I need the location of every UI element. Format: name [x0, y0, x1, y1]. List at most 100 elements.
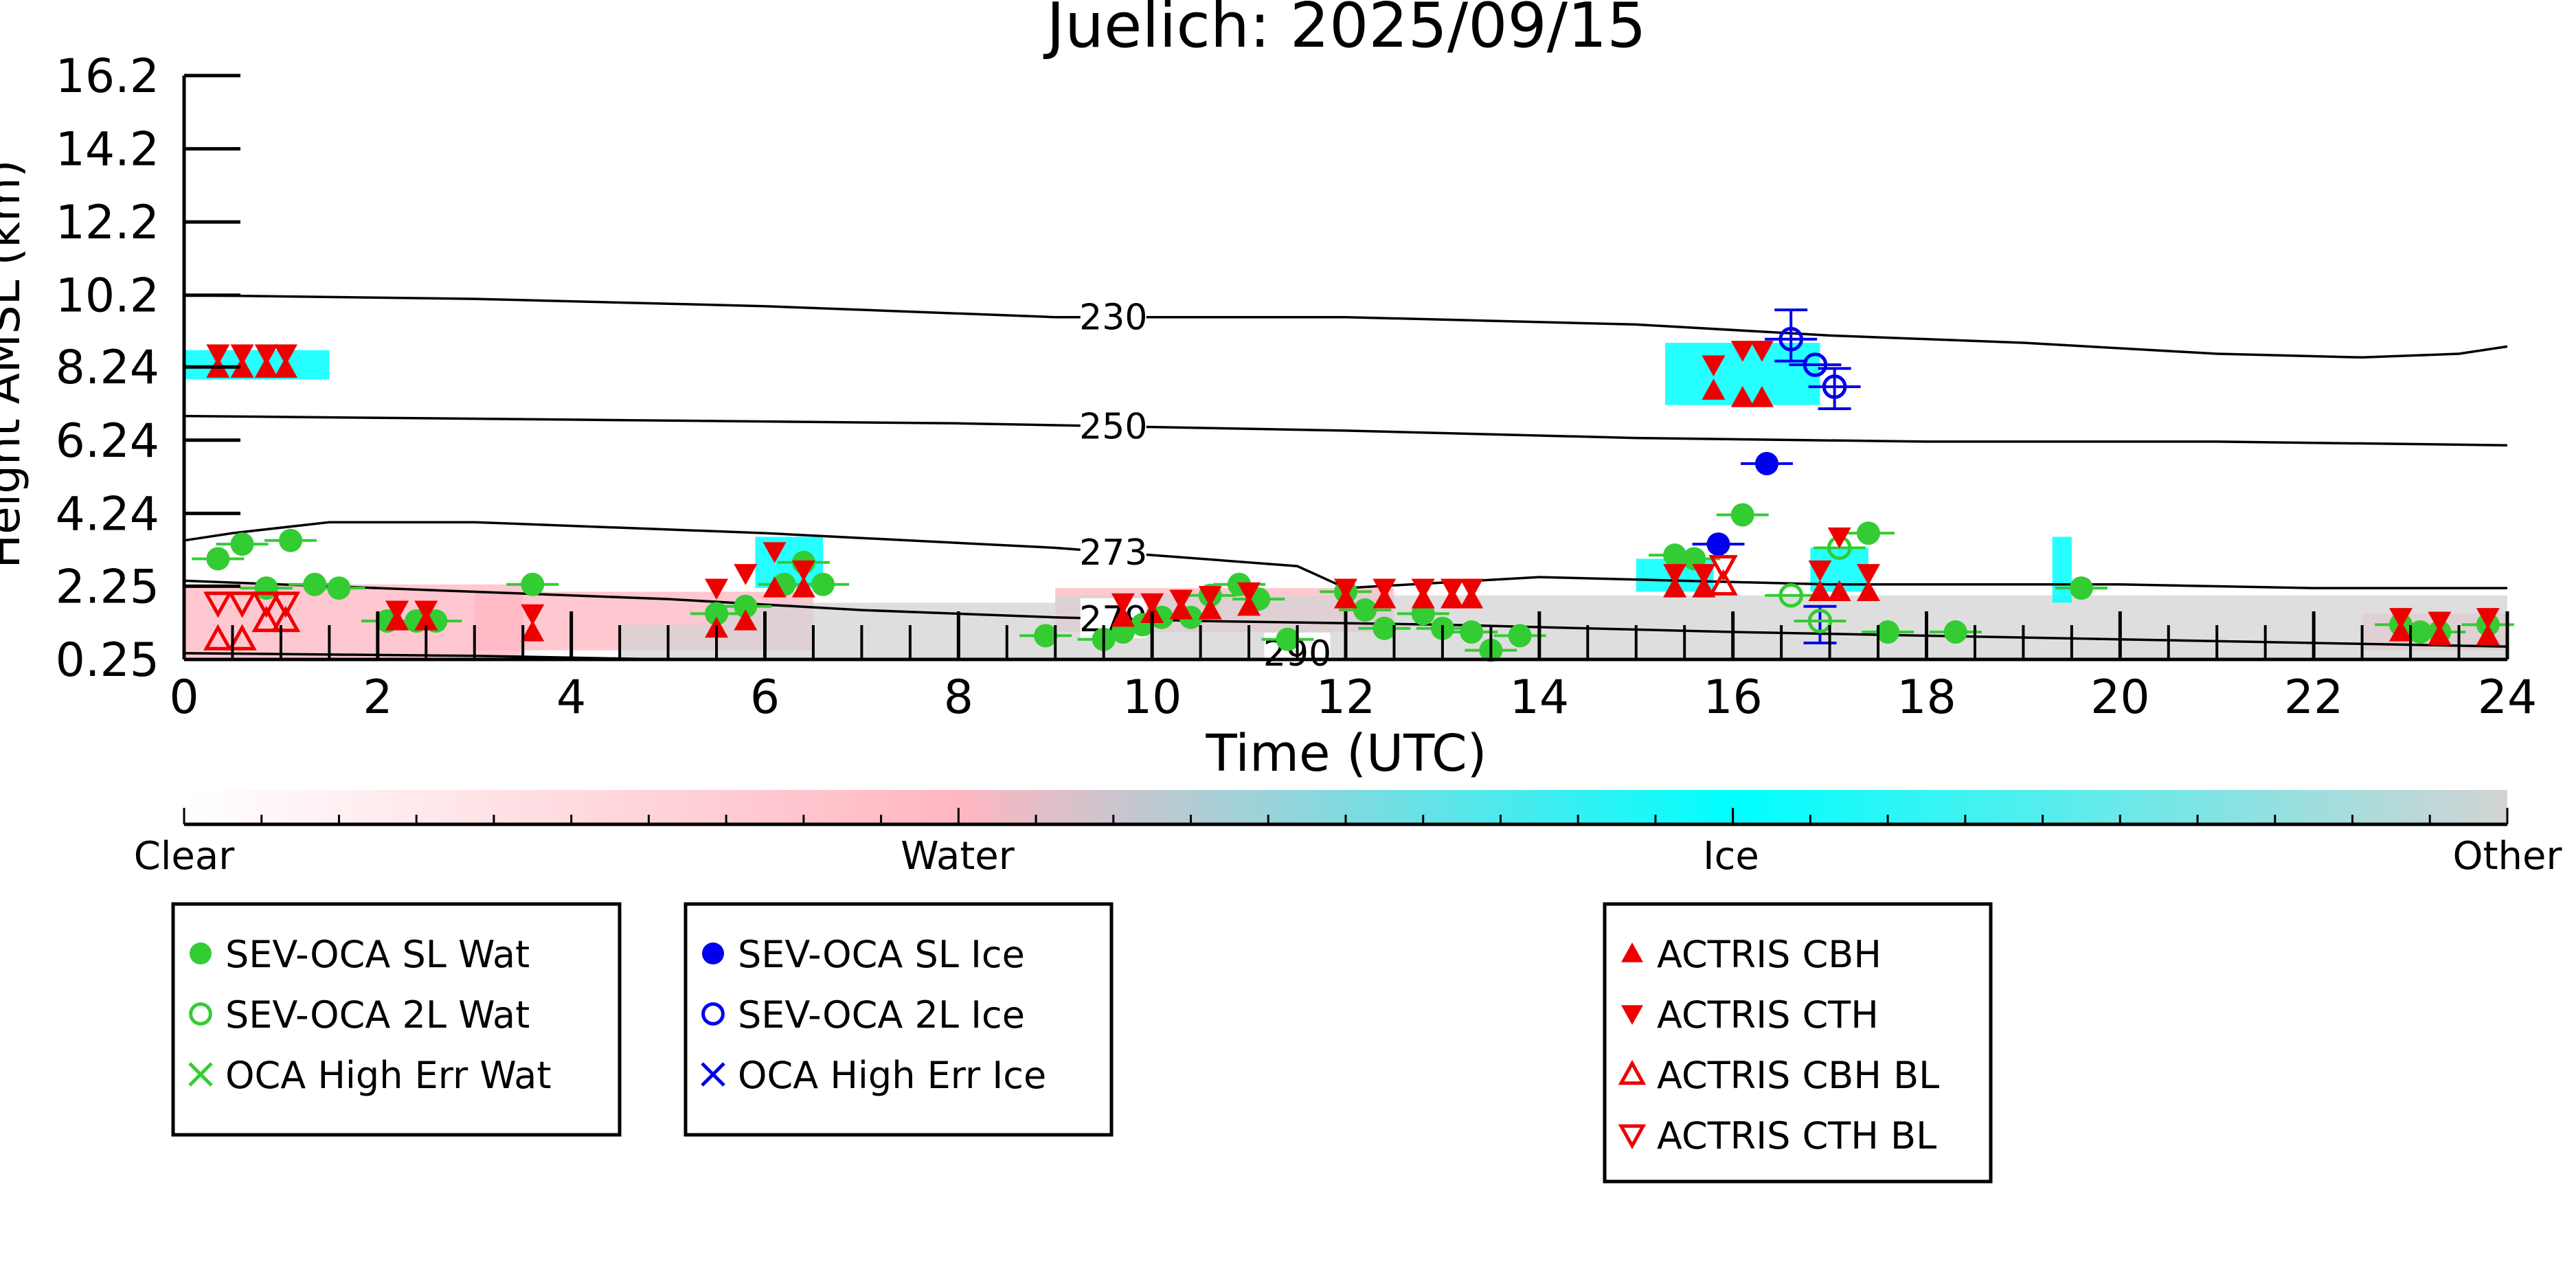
data-point [762, 542, 787, 563]
data-point [1702, 379, 1726, 400]
x-tick-label: 2 [363, 670, 392, 725]
data-point [1856, 521, 1880, 545]
data-point [227, 624, 257, 651]
legend-item-label: SEV-OCA SL Ice [738, 933, 1025, 976]
data-point [1460, 620, 1484, 644]
data-point [251, 605, 282, 633]
legend-item-label: ACTRIS CTH BL [1657, 1114, 1936, 1157]
legend-marker [1618, 1059, 1647, 1085]
data-point [206, 344, 230, 366]
y-tick-label: 8.24 [56, 341, 159, 395]
legend-item-label: ACTRIS CBH BL [1657, 1054, 1939, 1097]
isotherm-line-279 [183, 579, 2508, 648]
data-point [273, 344, 297, 366]
data-point [1708, 555, 1738, 582]
data-point [227, 591, 257, 618]
cloud-region-water [184, 584, 523, 658]
data-point [1237, 582, 1261, 604]
x-tick-label: 22 [2284, 670, 2344, 725]
data-point [1808, 580, 1832, 602]
data-point [2476, 608, 2500, 629]
x-tick-label: 0 [169, 670, 199, 725]
cloud-region-ice [2052, 536, 2072, 603]
data-point [1876, 620, 1900, 644]
legend-item-label: ACTRIS CBH [1657, 933, 1882, 976]
data-point [1730, 385, 1754, 407]
data-point [521, 604, 545, 626]
plot-area: 2302502732792900.252.254.246.248.2410.21… [56, 49, 2538, 725]
data-point [1663, 543, 1687, 567]
data-point [271, 591, 301, 618]
x-tick-label: 6 [750, 670, 780, 725]
y-tick-label: 4.24 [56, 487, 159, 541]
y-tick-label: 2.25 [56, 560, 159, 614]
data-point [1663, 576, 1687, 598]
data-point [705, 578, 729, 600]
isotherm-label-bg [1080, 405, 1146, 446]
data-point [1708, 569, 1738, 596]
data-point [2069, 576, 2093, 600]
chart-title: Juelich: 2025/09/15 [1043, 0, 1646, 62]
legend-box [171, 902, 622, 1137]
data-point [1111, 593, 1135, 615]
data-point [254, 357, 278, 378]
x-tick-label: 10 [1122, 670, 1182, 725]
legend-marker [1621, 942, 1643, 962]
data-point [1411, 578, 1435, 600]
data-point [1808, 560, 1832, 582]
data-point [2476, 624, 2500, 645]
data-point [230, 532, 254, 556]
isotherm-label-230: 230 [1079, 297, 1147, 339]
data-point [1460, 578, 1484, 600]
colorbar-label-other: Other [2452, 834, 2562, 879]
isotherm-label-250: 250 [1079, 407, 1147, 448]
data-point [1803, 352, 1828, 377]
data-point [1827, 580, 1851, 602]
data-point [1778, 583, 1804, 608]
data-point [327, 576, 351, 600]
y-tick-label: 16.2 [56, 49, 159, 104]
y-axis-label: Height AMSL (km) [0, 160, 30, 569]
x-axis-label: Time (UTC) [1205, 724, 1487, 783]
colorbar-label-clear: Clear [134, 834, 235, 879]
legend-item-label: ACTRIS CTH [1657, 993, 1879, 1037]
data-point [254, 344, 278, 366]
data-point [414, 600, 438, 622]
data-point [1169, 589, 1193, 611]
x-tick-label: 8 [944, 670, 973, 725]
data-point [279, 528, 303, 552]
data-point [273, 357, 297, 378]
x-tick-label: 24 [2478, 670, 2538, 725]
data-point [1034, 624, 1058, 648]
data-point [1730, 503, 1754, 527]
data-point [1778, 326, 1804, 352]
legend-item-label: OCA High Err Ice [738, 1054, 1046, 1097]
data-point [1754, 451, 1778, 475]
data-point [1706, 532, 1730, 556]
data-point [521, 620, 545, 642]
y-tick-label: 10.2 [56, 269, 159, 324]
isotherm-line-230 [183, 293, 2508, 359]
data-point [1372, 578, 1397, 600]
data-point [1822, 374, 1847, 399]
data-point [2428, 611, 2452, 633]
data-point [791, 560, 815, 582]
data-point [734, 609, 758, 631]
data-point [251, 591, 282, 618]
data-point [734, 564, 758, 585]
data-point [1807, 609, 1833, 633]
data-point [1198, 586, 1222, 607]
legend-marker [189, 1002, 212, 1026]
data-point [791, 576, 815, 598]
legend-item-label: SEV-OCA 2L Wat [225, 993, 530, 1037]
legend-item-label: SEV-OCA SL Wat [225, 933, 530, 976]
data-point [1692, 576, 1716, 598]
legend-marker [188, 1062, 213, 1087]
data-point [521, 572, 545, 596]
legend-marker [701, 1062, 725, 1087]
data-point [1372, 616, 1397, 640]
legend-group: SEV-OCA SL Wat SEV-OCA 2L Wat OCA High Err… [171, 902, 1993, 1184]
isotherm-label-273: 273 [1079, 532, 1147, 574]
error-bar [1774, 308, 1808, 363]
